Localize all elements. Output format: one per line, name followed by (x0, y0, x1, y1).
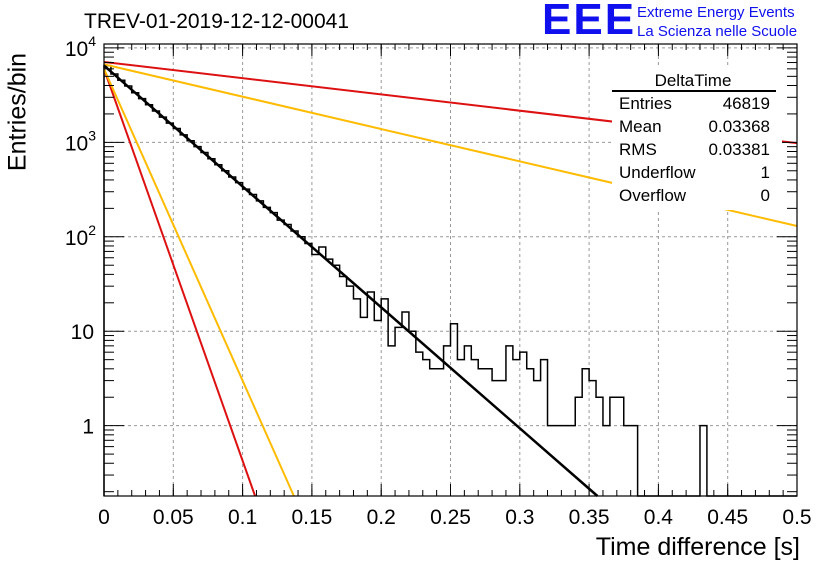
y-tick-label: 102 (65, 222, 96, 250)
x-tick-label: 0.25 (430, 506, 471, 529)
axis-ticks: 0 0.05 0.1 0.15 0.2 0.25 0.3 0.35 0.4 0.45 0.51101… (65, 33, 812, 529)
y-tick-label: 103 (65, 127, 96, 155)
x-tick-label: 0.3 (505, 506, 534, 529)
stats-row-label: Underflow (619, 163, 696, 182)
stats-title: DeltaTime (655, 71, 732, 90)
y-tick-label: 10 (71, 321, 94, 344)
stats-row-value: 0.03368 (709, 117, 770, 136)
fit-line (103, 64, 599, 497)
x-tick-label: 0.15 (291, 506, 332, 529)
y-tick-label: 1 (82, 416, 94, 439)
stats-row-label: Overflow (619, 186, 687, 205)
x-tick-label: 0.1 (228, 506, 257, 529)
stats-row-value: 46819 (723, 94, 770, 113)
stats-row-label: Mean (619, 117, 662, 136)
stats-row-label: RMS (619, 140, 657, 159)
x-tick-label: 0 (98, 506, 110, 529)
x-tick-label: 0.2 (367, 506, 396, 529)
logo-subtitle-1: Extreme Energy Events (637, 4, 795, 21)
logo-subtitle-2: La Scienza nelle Scuole (637, 23, 798, 40)
eee-logo: EEE (542, 0, 637, 44)
stats-row-value: 1 (761, 163, 770, 182)
stats-row-value: 0 (761, 186, 770, 205)
stats-box: DeltaTime Entries 46819 Mean 0.03368 RMS 0.033… (612, 68, 782, 210)
x-tick-label: 0.5 (782, 506, 811, 529)
x-axis-label: Time difference [s] (595, 533, 800, 561)
fit-line (103, 68, 257, 497)
chart-title: TREV-01-2019-12-12-00041 (84, 10, 350, 33)
stats-row-value: 0.03381 (709, 140, 770, 159)
x-tick-label: 0.35 (569, 506, 610, 529)
stats-row-label: Entries (619, 94, 672, 113)
x-tick-label: 0.45 (707, 506, 748, 529)
x-tick-label: 0.4 (644, 506, 674, 529)
y-tick-label: 104 (65, 33, 96, 61)
x-tick-label: 0.05 (153, 506, 194, 529)
fit-line (103, 68, 295, 497)
